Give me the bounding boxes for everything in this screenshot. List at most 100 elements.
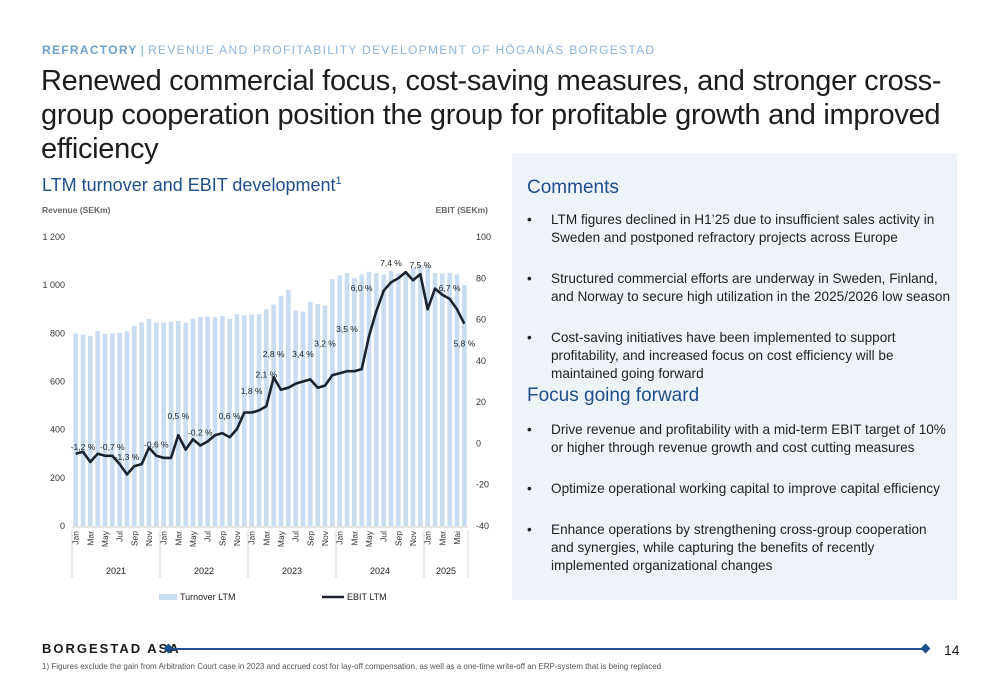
turnover-bar: [388, 270, 394, 526]
month-tick-label: Jul: [291, 531, 301, 542]
right-tick-label: 100: [476, 232, 491, 242]
page-number: 14: [944, 642, 960, 658]
margin-data-label: 7,4 %: [380, 258, 402, 268]
margin-data-label: 7,5 %: [409, 260, 431, 270]
turnover-bar: [110, 333, 115, 526]
turnover-bar: [212, 316, 218, 526]
turnover-bar: [403, 271, 408, 526]
month-tick-label: Jul: [115, 531, 125, 542]
turnover-bar: [234, 314, 240, 526]
turnover-bar: [139, 322, 144, 526]
comment-text: LTM figures declined in H1’25 due to ins…: [551, 212, 935, 245]
year-label: 2022: [194, 566, 214, 576]
turnover-bar: [330, 279, 335, 526]
month-tick-label: Mar: [349, 531, 359, 546]
margin-data-label: -1,2 %: [71, 442, 96, 452]
turnover-bar: [286, 289, 291, 526]
comment-text: Structured commercial efforts are underw…: [551, 271, 951, 304]
comment-text: Cost-saving initiatives have been implem…: [551, 330, 896, 381]
month-tick-label: Nov: [320, 530, 330, 546]
margin-data-label: -0,2 %: [188, 427, 213, 437]
month-tick-label: Jul: [379, 531, 389, 542]
turnover-bar: [161, 322, 166, 526]
month-tick-label: May: [100, 530, 110, 547]
month-tick-label: Sep: [217, 531, 227, 546]
margin-data-label: 1,8 %: [241, 386, 263, 396]
turnover-bar: [154, 322, 159, 526]
margin-data-label: -1,3 %: [115, 452, 140, 462]
bullet-glyph: •: [527, 481, 532, 496]
left-axis-label: Revenue (SEKm): [42, 205, 111, 215]
turnover-bar: [315, 303, 320, 526]
comments-heading: Comments: [527, 177, 619, 198]
focus-item: • Drive revenue and profitability with a …: [527, 421, 952, 457]
focus-text: Enhance operations by strengthening cros…: [551, 522, 927, 573]
left-tick-label: 800: [50, 328, 65, 338]
comment-item: • LTM figures declined in H1’25 due to in…: [527, 211, 952, 247]
left-tick-label: 1 200: [42, 232, 65, 242]
left-tick-label: 400: [50, 425, 65, 435]
turnover-bar: [352, 277, 357, 526]
margin-data-label: 6,7 %: [439, 283, 461, 293]
turnover-bar: [293, 310, 298, 526]
footer-diamond-right: [920, 643, 931, 654]
section-kicker: REFRACTORY | REVENUE AND PROFITABILITY DEV…: [42, 43, 655, 57]
right-tick-label: -20: [476, 480, 489, 490]
bullet-glyph: •: [527, 212, 532, 227]
bullet-glyph: •: [527, 522, 532, 537]
margin-data-label: 3,2 %: [314, 339, 336, 349]
month-tick-label: Mar: [85, 531, 95, 546]
left-tick-label: 600: [50, 377, 65, 387]
margin-data-label: -0,7 %: [100, 442, 125, 452]
turnover-bar: [264, 309, 269, 526]
right-tick-label: 20: [476, 397, 486, 407]
month-tick-label: Sep: [305, 531, 315, 546]
turnover-bar: [410, 268, 416, 526]
margin-data-label: 6,0 %: [351, 283, 373, 293]
turnover-bar: [102, 333, 108, 526]
focus-item: • Optimize operational working capital to…: [527, 480, 952, 498]
turnover-bar: [425, 265, 430, 526]
turnover-bar: [381, 274, 386, 526]
margin-data-label: -0,6 %: [144, 440, 169, 450]
turnover-bar: [198, 316, 203, 526]
turnover-bar: [249, 314, 254, 526]
year-label: 2024: [370, 566, 390, 576]
month-tick-label: Mar: [437, 531, 447, 546]
month-tick-label: Jul: [203, 531, 213, 542]
focus-list: • Drive revenue and profitability with a …: [527, 421, 952, 575]
turnover-bar: [183, 322, 188, 526]
turnover-bar: [322, 305, 328, 526]
turnover-bar: [176, 320, 181, 526]
slide-headline: Renewed commercial focus, cost-saving me…: [41, 65, 942, 165]
turnover-bar: [271, 304, 276, 526]
turnover-bar: [454, 274, 460, 526]
chart-title: LTM turnover and EBIT development1: [42, 175, 342, 196]
month-tick-label: Nov: [144, 530, 154, 546]
left-tick-label: 0: [60, 521, 65, 531]
legend-bar-swatch: [159, 594, 177, 600]
turnover-bar: [278, 296, 284, 526]
year-label: 2025: [436, 566, 456, 576]
margin-data-label: 3,5 %: [336, 324, 358, 334]
legend-ebit-label: EBIT LTM: [347, 592, 387, 602]
month-tick-label: Jan: [335, 531, 345, 545]
chart-title-text: LTM turnover and EBIT development: [42, 175, 336, 195]
kicker-separator: |: [140, 43, 146, 57]
right-tick-label: 80: [476, 273, 486, 283]
turnover-bar: [432, 273, 438, 526]
bullet-glyph: •: [527, 330, 532, 345]
month-tick-label: Nov: [232, 530, 242, 546]
company-brand: BORGESTAD ASA: [42, 641, 181, 656]
year-label: 2021: [106, 566, 126, 576]
month-tick-label: Jan: [71, 531, 81, 545]
footnote: 1) Figures exclude the gain from Arbitra…: [42, 662, 662, 671]
month-tick-label: Mai: [452, 531, 462, 545]
month-tick-label: Jan: [423, 531, 433, 545]
legend-turnover-label: Turnover LTM: [180, 592, 236, 602]
turnover-bar: [168, 321, 174, 526]
turnover-bar: [308, 302, 313, 526]
month-tick-label: Sep: [129, 531, 139, 546]
left-tick-label: 1 000: [42, 280, 65, 290]
turnover-bar: [242, 315, 247, 526]
